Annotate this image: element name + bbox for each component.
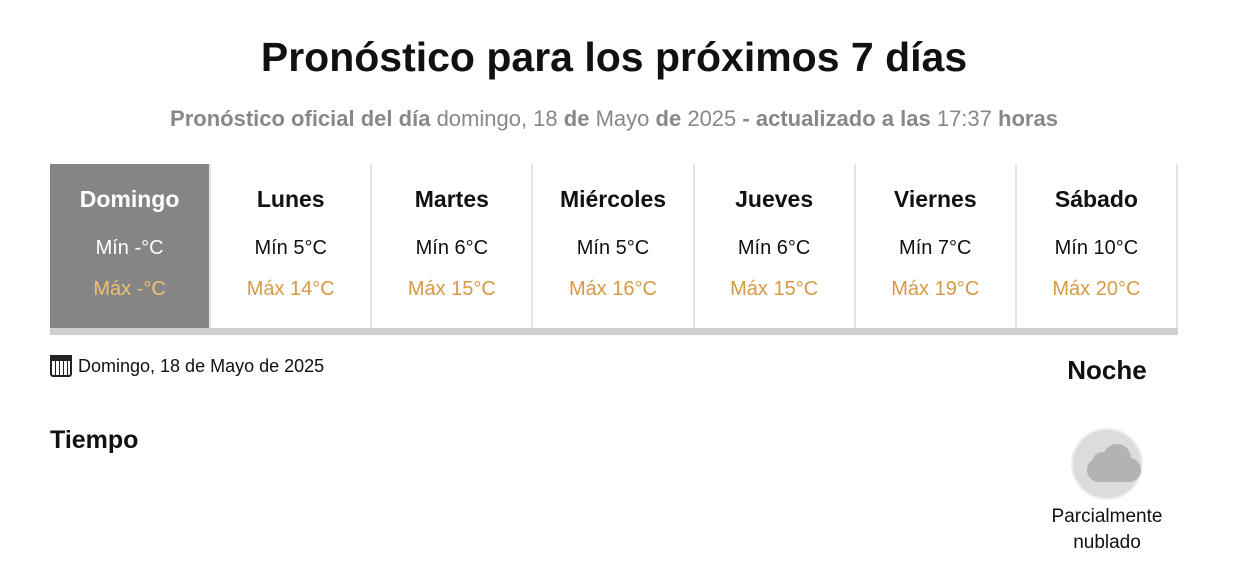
selected-date: Domingo, 18 de Mayo de 2025 [50,355,324,377]
min-temp: Mín 5°C [254,237,327,259]
max-temp: Máx 15°C [730,278,819,300]
subtitle-de2: de [655,106,682,131]
max-temp: Máx 15°C [407,278,496,300]
subtitle-day: domingo, 18 [436,106,558,131]
subtitle-hours: horas [998,106,1058,131]
subtitle: Pronóstico oficial del día domingo, 18 d… [0,106,1228,132]
min-temp: Mín 10°C [1054,237,1139,259]
min-temp: Mín -°C [95,237,164,259]
subtitle-year: 2025 [687,106,737,131]
day-name: Jueves [735,186,814,212]
day-name: Domingo [79,186,180,212]
max-temp: Máx 16°C [568,278,657,300]
calendar-icon [50,355,72,377]
partly-cloudy-night-icon [1071,428,1143,500]
subtitle-de: de [563,106,590,131]
page-title: Pronóstico para los próximos 7 días [260,34,968,80]
day-tab[interactable]: Viernes Mín 7°C Máx 19°C [856,164,1017,328]
condition-text: Parcialmente nublado [1051,506,1163,553]
day-tab[interactable]: Domingo Mín -°C Máx -°C [50,164,212,328]
day-tab[interactable]: Lunes Mín 5°C Máx 14°C [211,164,373,328]
day-name: Lunes [256,186,325,212]
subtitle-time: 17:37 [936,106,992,131]
day-name: Miércoles [559,186,667,212]
selected-date-text: Domingo, 18 de Mayo de 2025 [78,355,325,376]
subtitle-month: Mayo [595,106,650,131]
min-temp: Mín 6°C [415,237,489,259]
period-label: Noche [1067,355,1147,385]
min-temp: Mín 5°C [576,237,650,259]
day-tab[interactable]: Sábado Mín 10°C Máx 20°C [1017,164,1178,328]
day-name: Martes [414,186,489,212]
day-tab[interactable]: Martes Mín 6°C Máx 15°C [372,164,534,328]
section-title: Tiempo [50,426,139,454]
max-temp: Máx 20°C [1052,278,1141,300]
max-temp: Máx 14°C [246,278,335,300]
day-tabs: Domingo Mín -°C Máx -°C Lunes Mín 5°C Máx 14… [50,164,1178,335]
max-temp: Máx 19°C [891,278,980,300]
min-temp: Mín 7°C [899,237,972,259]
day-tab[interactable]: Jueves Mín 6°C Máx 15°C [695,164,856,328]
subtitle-updated: - actualizado a las [742,106,931,131]
day-tab[interactable]: Miércoles Mín 5°C Máx 16°C [533,164,695,328]
subtitle-label: Pronóstico oficial del día [170,106,431,131]
day-name: Viernes [893,186,977,212]
day-name: Sábado [1054,186,1138,212]
max-temp: Máx -°C [93,278,166,300]
min-temp: Mín 6°C [737,237,811,259]
